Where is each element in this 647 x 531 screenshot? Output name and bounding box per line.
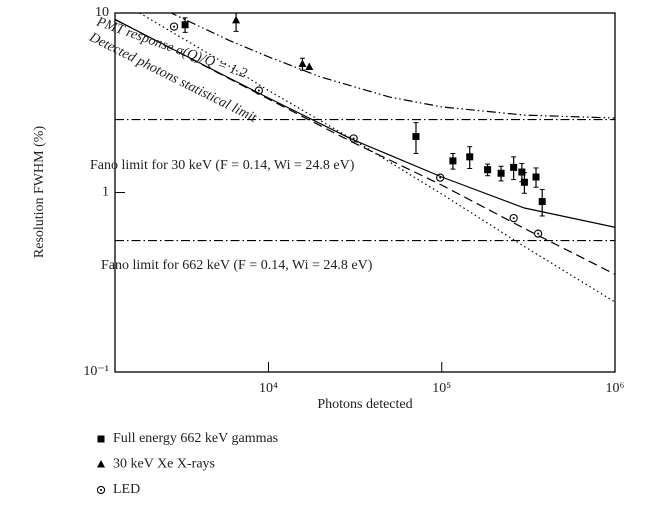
marker-ring [254, 86, 264, 95]
data-point [232, 15, 241, 24]
x-tick-label: 10⁵ [432, 381, 451, 396]
data-point [169, 22, 179, 31]
data-point [538, 198, 546, 206]
data-point [305, 62, 314, 71]
legend-label: 30 keV Xe X-rays [113, 457, 215, 472]
data-point [518, 168, 526, 176]
legend-marker [97, 435, 105, 443]
data-point [533, 229, 543, 238]
data-point [298, 59, 307, 67]
y-tick-label: 10⁻¹ [83, 364, 109, 379]
data-point [510, 163, 518, 171]
x-tick-label: 10⁴ [259, 381, 278, 396]
y-tick-label: 1 [102, 185, 109, 200]
curve [139, 13, 615, 303]
data-point [509, 213, 518, 223]
legend-label: Full energy 662 keV gammas [113, 431, 278, 446]
data-point [412, 133, 420, 141]
y-axis-label: Resolution FWHM (%) [32, 126, 47, 259]
legend-label: LED [113, 482, 140, 497]
data-point [349, 134, 358, 143]
data-point [520, 178, 528, 186]
legend-marker [96, 485, 106, 495]
curve [115, 18, 615, 275]
data-point [181, 21, 189, 29]
marker-ring [533, 229, 543, 238]
marker-dot [439, 176, 442, 179]
data-point [497, 169, 505, 177]
marker-dot [537, 232, 540, 235]
annotation: Fano limit for 662 keV (F = 0.14, Wi = 2… [101, 258, 373, 273]
annotation: Fano limit for 30 keV (F = 0.14, Wi = 24… [90, 158, 355, 173]
legend-marker [97, 460, 105, 468]
data-point [532, 173, 540, 181]
marker-ring [96, 485, 106, 495]
marker-ring [509, 213, 518, 223]
plot-frame [114, 12, 616, 373]
data-point [449, 157, 457, 165]
marker-ring [169, 22, 179, 31]
data-point [466, 153, 474, 161]
x-tick-label: 10⁶ [606, 381, 625, 396]
marker-ring [436, 173, 445, 182]
x-axis-label: Photons detected [317, 397, 412, 412]
data-point [484, 166, 492, 174]
marker-dot [512, 217, 515, 220]
marker-dot [352, 137, 355, 140]
y-tick-label: 10 [95, 5, 109, 20]
marker-dot [100, 489, 102, 491]
plot-area [115, 13, 615, 303]
marker-dot [257, 89, 260, 92]
marker-ring [349, 134, 358, 143]
data-point [254, 86, 264, 95]
marker-dot [173, 25, 176, 28]
data-point [436, 173, 445, 182]
curve [169, 13, 615, 119]
